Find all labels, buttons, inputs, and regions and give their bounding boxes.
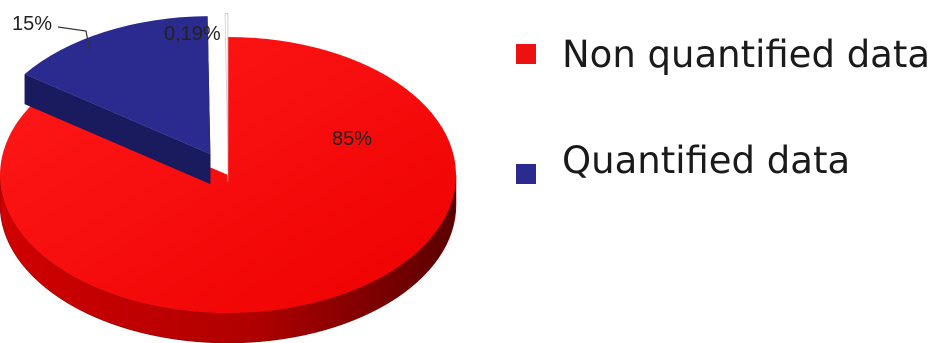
pie-slice-quantified (24, 16, 211, 185)
legend-label-non-quantified: Non quantified data (562, 33, 931, 76)
slice-label-non-quantified: 85% (332, 128, 372, 150)
legend-label-quantified: Quantified data (562, 139, 851, 182)
slice-label-quantified: 15% (12, 13, 52, 35)
legend-swatch-red (516, 44, 536, 64)
pie-slice-small (224, 13, 229, 182)
legend-swatch-blue (516, 164, 536, 184)
quantified-leader-line (57, 26, 91, 53)
slice-label-small: 0,19% (164, 23, 221, 45)
pie-chart-canvas: 85% 15% 0,19% (0, 13, 457, 343)
